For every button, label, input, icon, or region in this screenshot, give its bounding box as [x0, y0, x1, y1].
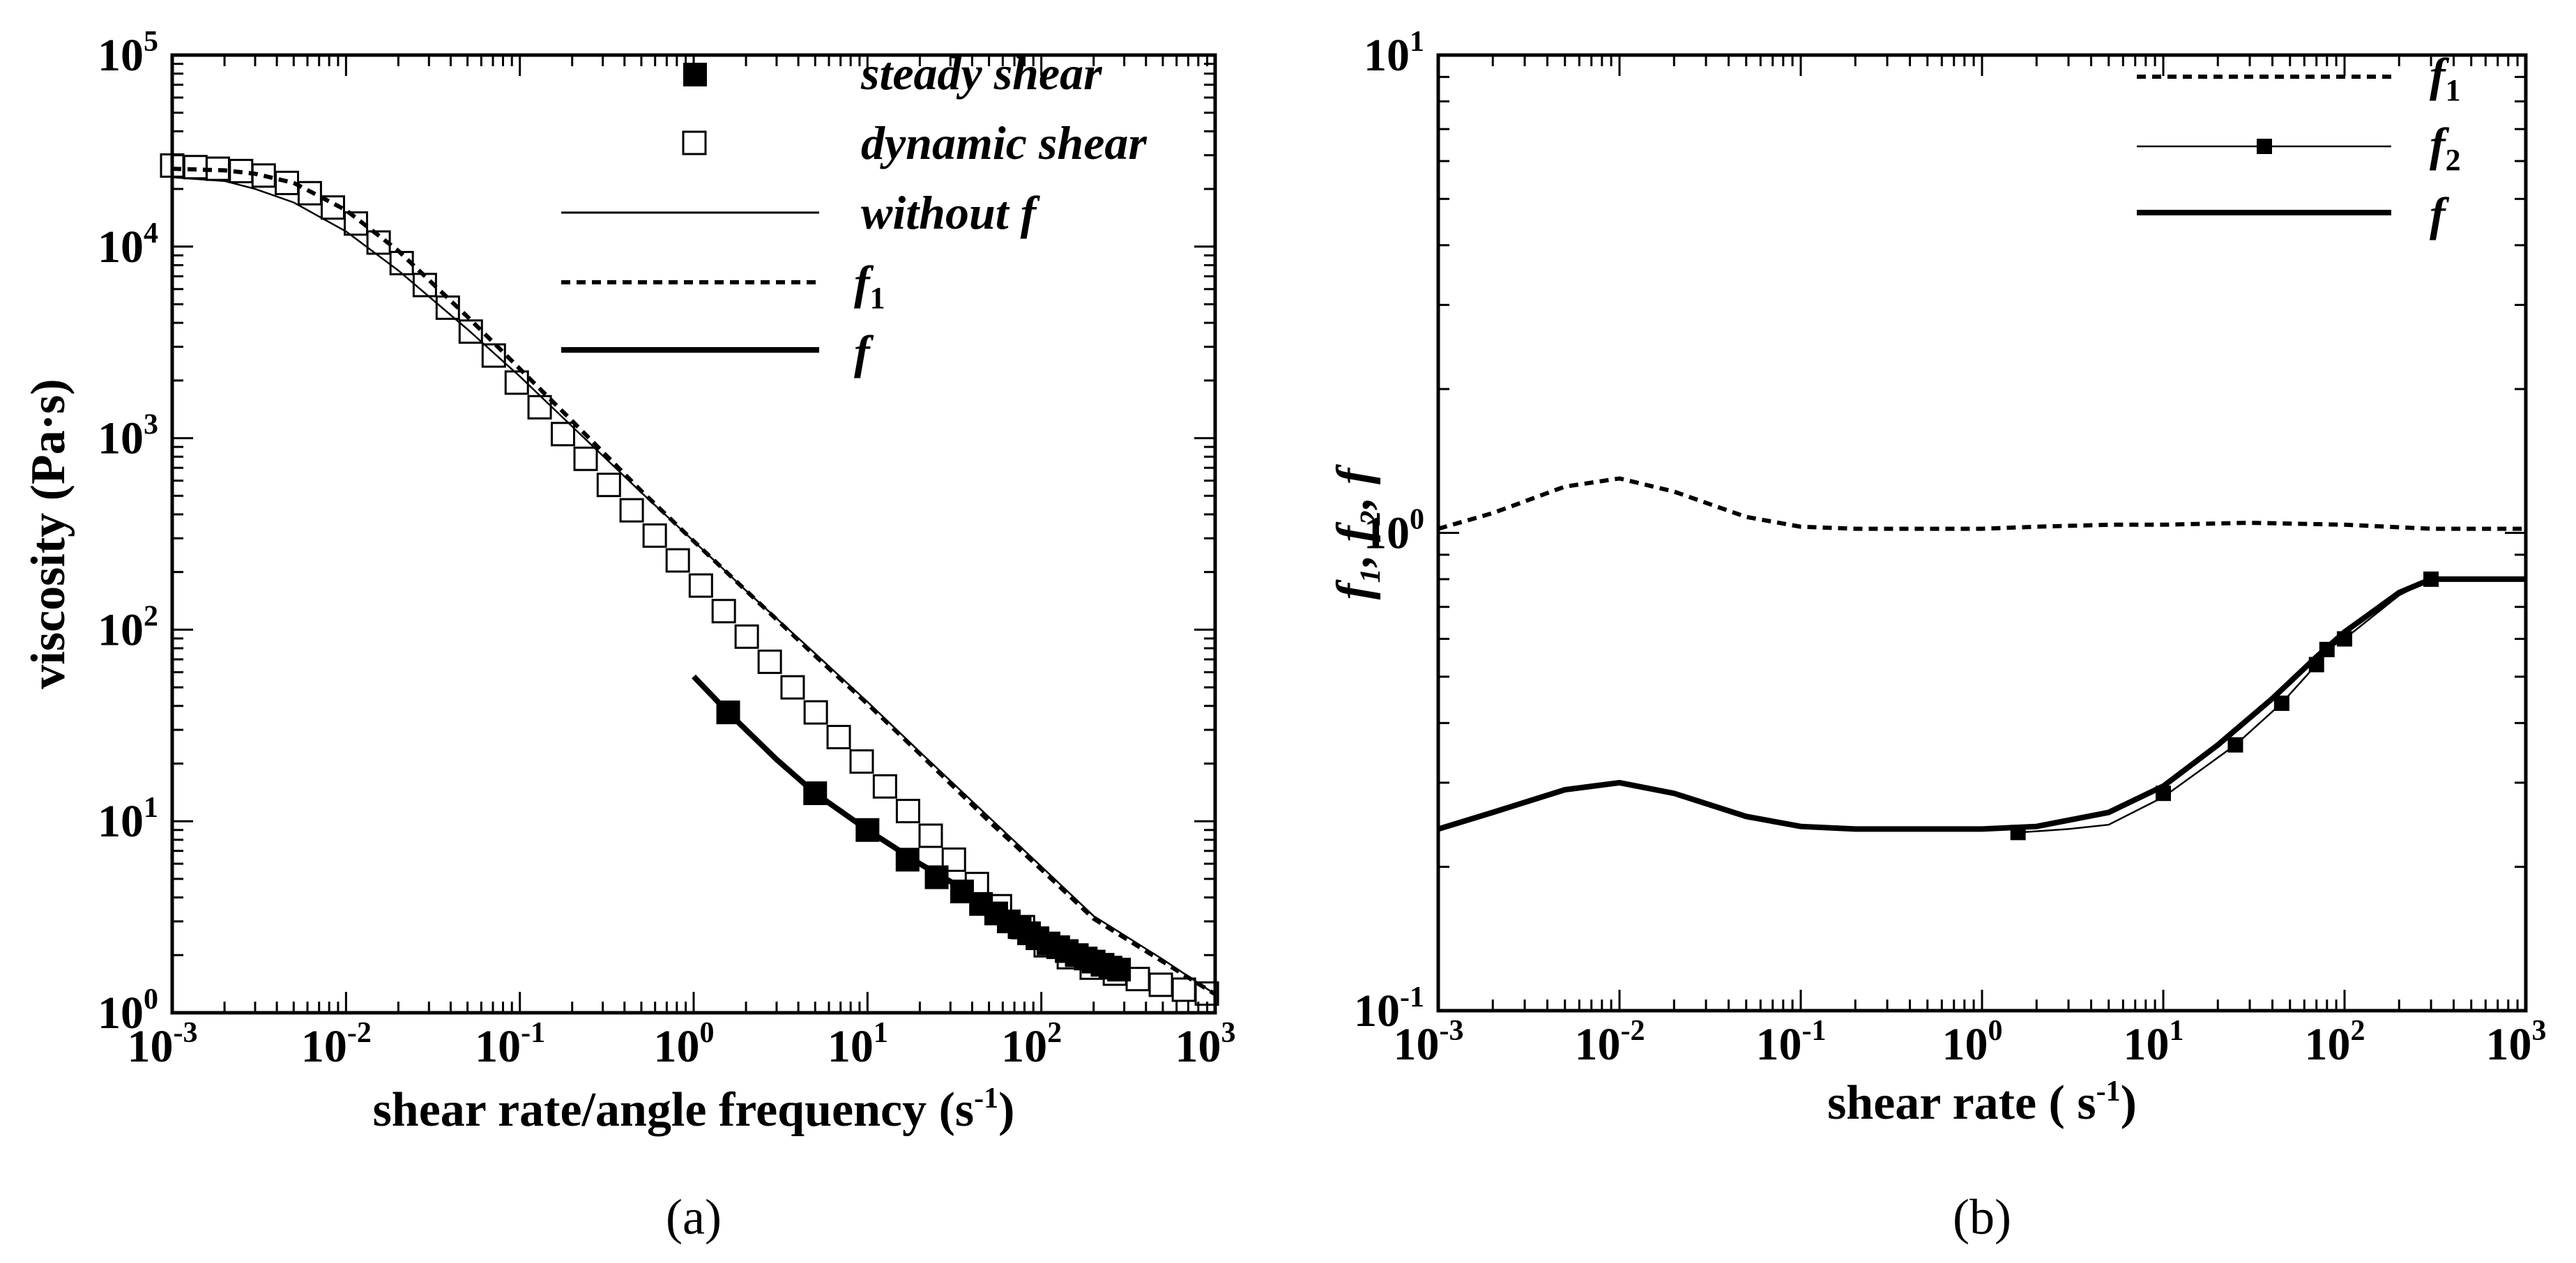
y-axis-label-b: f₁, f₂, f	[1327, 464, 1381, 599]
x-axis-label-a-sup: -1	[974, 1082, 998, 1115]
y-tick-label-a: 105	[98, 26, 158, 81]
series-a-dynamic-shear-point	[481, 343, 506, 368]
legend-b-label-f: f	[2430, 187, 2450, 240]
x-tick-label-b: 10-2	[1575, 1015, 1645, 1070]
series-b-f-line	[1437, 576, 2526, 832]
legend-a-label-without: without f	[861, 186, 1041, 239]
legend-a-label-dynamic: dynamic shear	[861, 116, 1147, 169]
x-tick-label-b: 100	[1942, 1015, 2003, 1070]
x-tick-label-a: 102	[1001, 1017, 1062, 1072]
x-tick-label-a: 10-3	[128, 1017, 198, 1072]
series-a-dynamic-shear-point	[918, 823, 943, 848]
legend-b-label-f2-sub: 2	[2446, 143, 2461, 177]
y-axis-label-a: viscosity (Pa·s)	[22, 378, 75, 689]
series-a-dynamic-shear-point	[688, 573, 713, 598]
series-b-f2-point	[2273, 695, 2289, 711]
series-a-dynamic-shear-point	[1148, 972, 1173, 997]
series-a-dynamic-shear-point	[895, 799, 920, 824]
x-tick-label-b: 10-3	[1394, 1015, 1464, 1070]
y-tick-label-a: 102	[98, 600, 158, 655]
series-a-dynamic-shear-point	[872, 774, 897, 799]
y-tick-label-a: 103	[98, 409, 158, 464]
legend-a-marker-steady	[683, 63, 707, 86]
series-a-dynamic-shear-point	[550, 422, 575, 447]
series-a-dynamic-shear-point	[1010, 914, 1035, 940]
series-a-dynamic-shear-point	[941, 847, 966, 872]
legend-b: f1 f2 f	[2137, 48, 2461, 240]
series-b-f1-line	[1438, 476, 2526, 531]
series-a-f-line	[692, 674, 1120, 972]
series-a-dynamic-shear-point	[803, 700, 828, 725]
series-a-dynamic-shear-point	[757, 649, 782, 674]
x-tick-label-a: 10-1	[475, 1017, 545, 1072]
panel-label-b: (b)	[1953, 1189, 2011, 1245]
series-a-dynamic-shear-point	[297, 181, 322, 206]
x-tick-label-b: 101	[2124, 1015, 2184, 1070]
series-a-dynamic-shear-point	[734, 624, 759, 649]
y-tick-label-a: 101	[98, 792, 158, 847]
series-a-dynamic-shear-point	[504, 370, 529, 395]
x-tick-label-a: 100	[654, 1017, 715, 1072]
series-a-dynamic-shear-point	[1125, 967, 1150, 992]
legend-a-label-f1-sub: 1	[870, 281, 885, 315]
series-a-f1-line	[172, 167, 1217, 996]
series-a-dynamic-shear-point	[826, 724, 851, 749]
y-tick-label-a: 104	[98, 217, 158, 273]
series-a-dynamic-shear-point	[780, 675, 805, 700]
legend-a-marker-dynamic	[682, 130, 707, 155]
legend-a-label-f: f	[854, 326, 874, 378]
x-axis-label-a-close: )	[998, 1083, 1014, 1137]
x-tick-label-b: 103	[2486, 1015, 2547, 1070]
series-a-dynamic-shear-point	[642, 523, 667, 548]
series-a-dynamic-shear-point	[344, 211, 369, 236]
series-b-f2-line	[2018, 578, 2526, 834]
series-a-dynamic-shear-point	[619, 498, 644, 523]
legend-a-label-steady: steady shear	[860, 47, 1102, 100]
x-tick-label-a: 103	[1175, 1017, 1236, 1072]
series-a-dynamic-shear-point	[1171, 977, 1196, 1002]
series-a-without-f-line	[172, 176, 1216, 995]
x-axis-label-b-sup: -1	[2096, 1076, 2121, 1108]
x-tick-label-a: 101	[828, 1017, 888, 1072]
x-tick-label-b: 10-1	[1756, 1015, 1827, 1070]
x-axis-label-a: shear rate/angle frequency (s-1)	[373, 1082, 1015, 1137]
y-tick-label-b: 100	[1364, 504, 1424, 559]
series-a-dynamic-shear-point	[160, 153, 185, 178]
y-tick-label-a: 100	[98, 983, 158, 1039]
legend-b-label-f1-sub: 1	[2446, 73, 2461, 107]
legend-a: steady shear dynamic shear without f f1 …	[561, 47, 1147, 378]
legend-b-marker-f2	[2257, 139, 2272, 154]
series-a-dynamic-shear-point	[183, 155, 208, 180]
legend-a-label-f1: f1	[854, 256, 885, 315]
series-a-dynamic-shear-point	[458, 319, 483, 344]
y-tick-label-b: 101	[1364, 26, 1424, 81]
series-b-f2-point	[2227, 737, 2243, 753]
x-tick-label-b: 102	[2305, 1015, 2365, 1070]
x-axis-label-a-text: shear rate/angle frequency (s	[373, 1083, 975, 1137]
x-tick-label-a: 10-2	[301, 1017, 372, 1072]
series-a-dynamic-shear-point	[527, 395, 552, 420]
legend-b-label-f1: f1	[2430, 48, 2461, 107]
x-axis-label-b-close: )	[2121, 1076, 2137, 1130]
legend-b-label-f2: f2	[2430, 118, 2461, 177]
y-tick-label-b: 10-1	[1354, 981, 1424, 1036]
series-a-dynamic-shear-point	[573, 446, 598, 471]
series-a-dynamic-shear-point	[1194, 981, 1219, 1006]
series-a-dynamic-shear-point	[320, 195, 345, 220]
series-a-dynamic-shear-point	[849, 749, 874, 774]
series-a-dynamic-shear-point	[665, 548, 690, 573]
series-a-dynamic-shear-point	[711, 599, 736, 624]
x-axis-label-b: shear rate ( s-1)	[1827, 1076, 2137, 1130]
plot-frame-b	[1436, 53, 2528, 1013]
panel-label-a: (a)	[666, 1189, 722, 1245]
x-axis-label-b-text: shear rate ( s	[1827, 1076, 2096, 1130]
series-a-dynamic-shear-point	[596, 473, 621, 498]
